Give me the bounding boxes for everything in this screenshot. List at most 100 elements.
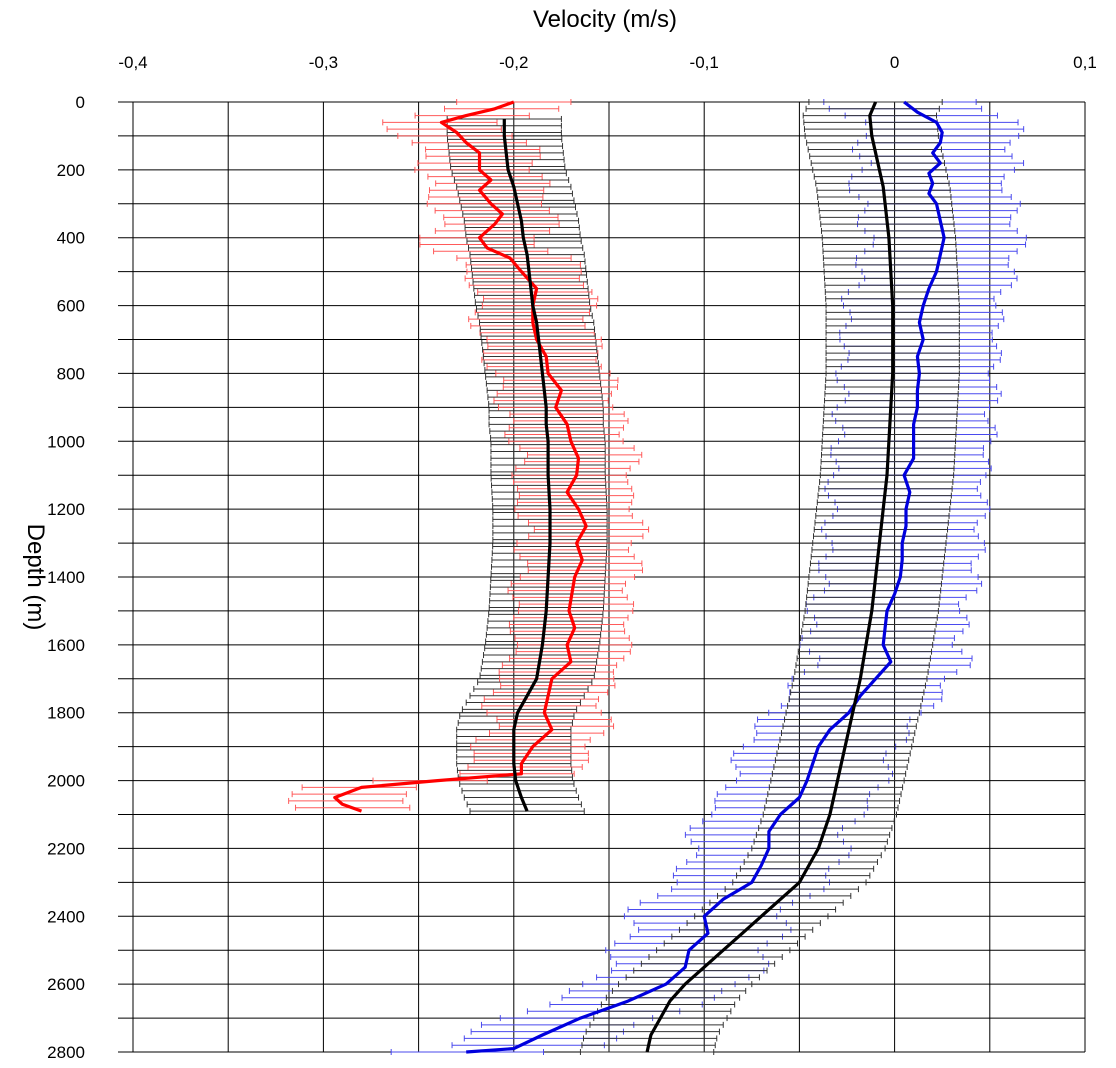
error-bar	[397, 132, 513, 139]
error-bar	[417, 160, 533, 167]
error-bar	[499, 675, 615, 682]
error-bar	[443, 105, 560, 112]
error-bar	[419, 241, 535, 248]
error-bar	[516, 485, 633, 492]
error-bar	[524, 458, 640, 465]
error-bar	[483, 696, 600, 703]
error-bar	[386, 126, 502, 133]
error-bar	[428, 187, 545, 194]
error-bar	[527, 560, 643, 567]
error-bar	[444, 221, 560, 228]
error-bar	[470, 743, 586, 750]
error-bar	[291, 791, 407, 798]
error-bar	[501, 662, 618, 669]
error-bar	[492, 689, 609, 696]
error-bar	[518, 492, 635, 499]
error-bar	[518, 607, 634, 614]
error-bar	[426, 200, 542, 207]
error-bar	[486, 363, 602, 370]
x-tick-label: -0,2	[499, 53, 528, 72]
error-bar	[434, 207, 550, 214]
error-bar	[425, 153, 541, 160]
error-bar	[464, 275, 580, 282]
error-bar	[483, 295, 599, 302]
y-tick-label: 600	[57, 297, 85, 316]
error-bar	[456, 255, 572, 262]
error-bar	[495, 370, 611, 377]
series-line-red	[333, 100, 588, 813]
error-bar	[511, 472, 627, 479]
y-axis-title: Depth (m)	[22, 524, 49, 631]
error-bar	[481, 356, 597, 363]
error-bar	[514, 635, 630, 642]
error-bar	[481, 702, 597, 709]
error-bar	[533, 526, 650, 533]
error-bar	[466, 268, 582, 275]
series-line-blue	[466, 100, 946, 1054]
y-tick-label: 2000	[47, 772, 85, 791]
y-tick-label: 2800	[47, 1043, 85, 1062]
error-bar	[509, 411, 625, 418]
y-tick-label: 0	[76, 93, 85, 112]
error-bar	[510, 580, 626, 587]
error-bar	[519, 574, 636, 580]
error-bar	[528, 533, 644, 540]
x-tick-label: -0,1	[690, 53, 719, 72]
error-bar	[519, 553, 635, 560]
error-bar	[513, 417, 629, 424]
error-bar	[425, 146, 541, 153]
error-bar	[515, 648, 631, 655]
series-lines	[333, 100, 946, 1054]
error-bar	[503, 377, 619, 384]
series-line-black	[502, 119, 552, 812]
error-bar	[517, 512, 633, 519]
y-tick-label: 1000	[47, 432, 85, 451]
y-tick-label: 2400	[47, 907, 85, 926]
error-bar	[493, 397, 609, 404]
error-bar	[468, 316, 584, 323]
error-bar	[496, 390, 612, 397]
error-bar	[411, 139, 527, 146]
error-bar	[527, 451, 643, 458]
error-bar	[434, 227, 551, 234]
error-bar	[509, 628, 626, 635]
error-bar	[468, 282, 584, 289]
y-tick-label: 1600	[47, 636, 85, 655]
y-tick-label: 1400	[47, 568, 85, 587]
error-bar	[435, 180, 551, 187]
y-tick-label: 400	[57, 229, 85, 248]
error-bar	[470, 322, 586, 329]
error-bar	[527, 567, 643, 574]
error-bar	[473, 750, 589, 757]
error-bar	[433, 248, 549, 255]
x-axis-title: Velocity (m/s)	[533, 6, 677, 33]
tick-labels: -0,4 -0,3 -0,2 -0,1 0 0,1 0 200 400 600 800 1000 120…	[47, 53, 1097, 1062]
error-bar	[513, 479, 629, 485]
error-bar	[515, 465, 631, 472]
error-bar	[467, 764, 583, 770]
error-bar	[509, 655, 625, 662]
error-bar	[465, 261, 581, 268]
y-tick-label: 1200	[47, 500, 85, 519]
series-line-black	[645, 101, 895, 1053]
error-bar	[507, 587, 623, 594]
error-bar	[475, 736, 591, 743]
x-tick-label: 0	[890, 53, 899, 72]
error-bar	[518, 601, 635, 608]
error-bar	[500, 682, 616, 689]
error-bar	[513, 546, 629, 553]
error-bar	[419, 234, 535, 241]
error-bar	[519, 445, 635, 452]
y-tick-label: 200	[57, 161, 85, 180]
error-bar	[487, 343, 603, 350]
error-bar	[579, 1049, 715, 1055]
error-bar	[498, 669, 614, 675]
error-bar	[516, 641, 633, 648]
error-bar	[516, 540, 632, 547]
error-bar	[414, 166, 530, 173]
error-bar	[469, 808, 585, 815]
x-tick-label: 0,1	[1073, 53, 1097, 72]
error-bar	[504, 431, 620, 438]
error-bar	[508, 621, 625, 628]
